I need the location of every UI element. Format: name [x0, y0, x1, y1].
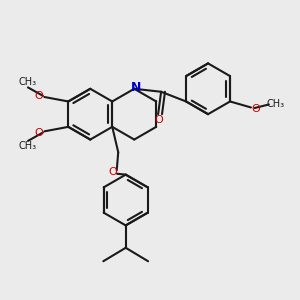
Text: N: N: [130, 81, 141, 94]
Text: O: O: [154, 115, 163, 124]
Text: CH₃: CH₃: [266, 100, 284, 110]
Text: O: O: [108, 167, 117, 177]
Text: CH₃: CH₃: [19, 77, 37, 87]
Text: O: O: [35, 91, 44, 101]
Text: O: O: [35, 128, 44, 137]
Text: O: O: [251, 104, 260, 114]
Text: CH₃: CH₃: [19, 141, 37, 151]
